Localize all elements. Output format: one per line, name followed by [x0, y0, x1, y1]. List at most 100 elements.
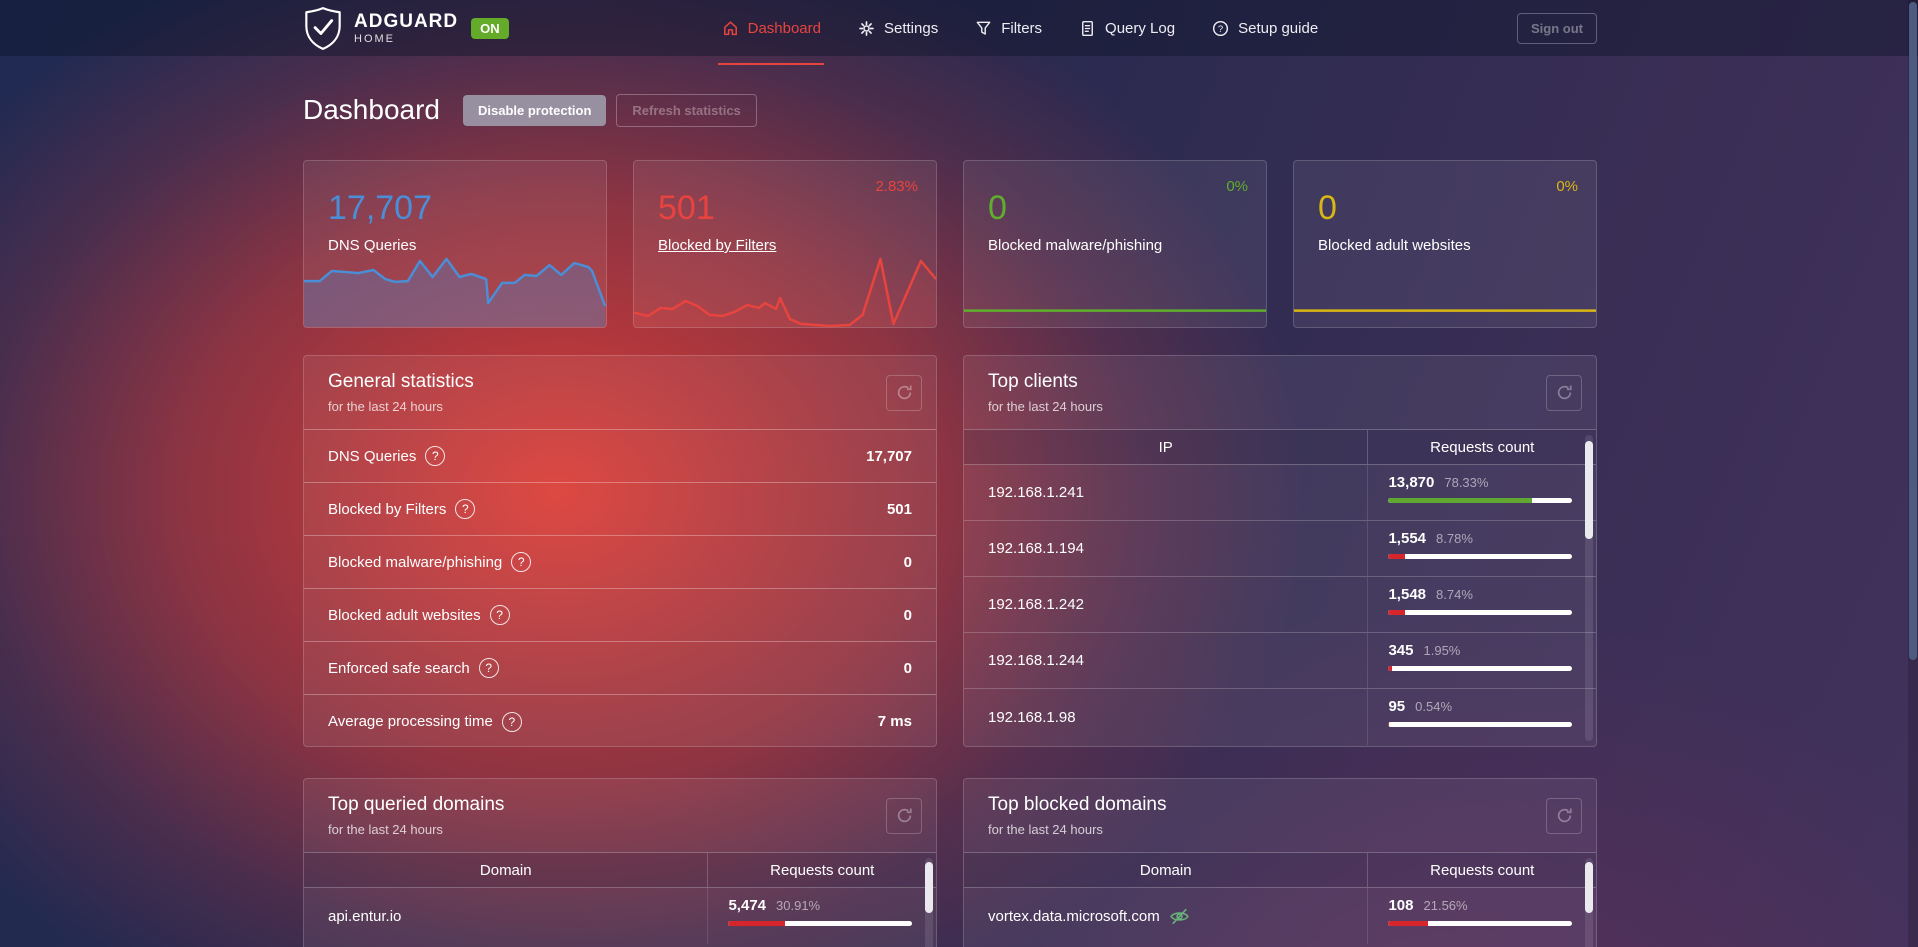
row-key[interactable]: 192.168.1.242 [988, 596, 1084, 613]
nav-item-label: Query Log [1105, 19, 1176, 37]
nav-item-setup-guide[interactable]: ? Setup guide [1211, 0, 1318, 56]
column-header-ip: IP [964, 430, 1369, 464]
tracker-eye-slash-icon [1169, 908, 1189, 924]
nav-item-label: Settings [884, 19, 939, 37]
nav-item-filters[interactable]: Filters [974, 0, 1042, 56]
requests-percent: 8.78% [1436, 531, 1473, 546]
panel-scrollbar-thumb[interactable] [925, 862, 933, 913]
requests-count: 5,474 [728, 897, 767, 914]
card-percent: 0% [1226, 178, 1248, 195]
requests-count: 13,870 [1388, 474, 1435, 491]
requests-percent: 78.33% [1444, 475, 1489, 490]
row-key[interactable]: 192.168.1.98 [988, 708, 1076, 726]
stat-value: 0 [903, 553, 912, 571]
panel-scrollbar[interactable] [925, 858, 933, 947]
blocked-malware-card: 0% 0 Blocked malware/phishing [963, 160, 1267, 328]
top-nav: ADGUARD HOME ON Dashboard Settings Filte… [0, 0, 1918, 65]
page-scrollbar-thumb[interactable] [1909, 2, 1917, 660]
blocked-adult-card: 0% 0 Blocked adult websites [1293, 160, 1597, 328]
nav-item-label: Dashboard [747, 19, 821, 37]
row-key[interactable]: 192.168.1.241 [988, 484, 1084, 501]
stat-value: 0 [903, 659, 912, 677]
progress-bar-fill [1388, 666, 1393, 671]
help-icon[interactable] [478, 658, 499, 678]
panel-subtitle: for the last 24 hours [988, 399, 1103, 414]
row-key[interactable]: 192.168.1.244 [988, 652, 1084, 669]
panel-scrollbar[interactable] [1585, 858, 1593, 947]
main-menu: Dashboard Settings Filters Query Log ? S… [717, 0, 1318, 65]
progress-bar-fill [1388, 722, 1390, 727]
progress-bar-fill [1388, 498, 1533, 503]
general-statistics-rows: DNS Queries 17,707 Blocked by Filters 50… [304, 429, 936, 746]
blocked-by-filters-sparkline [634, 245, 936, 327]
table-header: Domain Requests count [304, 852, 936, 888]
refresh-icon [897, 808, 912, 823]
requests-count: 1,554 [1388, 530, 1427, 547]
stat-cards-row: 17,707 DNS Queries 2.83% 501 Blocked by … [303, 160, 1597, 328]
nav-item-dashboard[interactable]: Dashboard [717, 0, 825, 65]
stat-value: 501 [886, 500, 912, 518]
help-icon[interactable] [511, 552, 532, 572]
refresh-icon [897, 385, 912, 400]
progress-bar [1388, 921, 1572, 926]
progress-bar-fill [728, 921, 786, 926]
row-key[interactable]: api.entur.io [328, 907, 402, 925]
column-header-domain: Domain [964, 853, 1369, 887]
column-header-requests: Requests count [1430, 861, 1535, 879]
adguard-logo[interactable]: ADGUARD HOME ON [303, 6, 509, 51]
protection-on-badge: ON [471, 17, 509, 39]
row-key[interactable]: 192.168.1.194 [988, 540, 1084, 557]
stat-label: Blocked malware/phishing [328, 553, 503, 571]
refresh-button[interactable] [1546, 797, 1582, 834]
card-label[interactable]: Blocked adult websites [1318, 237, 1471, 254]
refresh-button[interactable] [1546, 374, 1582, 411]
top-queried-domains-rows: api.entur.io 5,474 30.91% [304, 888, 936, 944]
requests-count: 1,548 [1388, 586, 1427, 603]
stat-label: DNS Queries [328, 447, 417, 465]
table-row: 192.168.1.242 1,548 8.74% [964, 577, 1596, 633]
help-icon[interactable] [489, 605, 510, 625]
top-clients-panel: Top clients for the last 24 hours IP Req… [963, 355, 1597, 747]
nav-item-query-log[interactable]: Query Log [1078, 0, 1175, 56]
shield-check-icon [305, 6, 341, 50]
panel-title: General statistics [328, 371, 474, 392]
nav-item-label: Setup guide [1238, 19, 1319, 37]
disable-protection-button[interactable]: Disable protection [462, 94, 607, 126]
card-value: 0 [1318, 189, 1337, 227]
requests-percent: 1.95% [1423, 643, 1461, 658]
refresh-icon [1557, 385, 1572, 400]
sign-out-button[interactable]: Sign out [1517, 12, 1597, 44]
nav-item-settings[interactable]: Settings [857, 0, 938, 56]
refresh-button[interactable] [886, 797, 922, 834]
panel-scrollbar[interactable] [1585, 435, 1593, 741]
help-icon[interactable] [455, 499, 476, 519]
panel-scrollbar-thumb[interactable] [1585, 862, 1593, 913]
stat-label: Average processing time [328, 713, 493, 730]
requests-percent: 30.91% [776, 898, 821, 913]
row-key[interactable]: vortex.data.microsoft.com [988, 907, 1160, 925]
card-label[interactable]: DNS Queries [328, 237, 417, 254]
refresh-statistics-button[interactable]: Refresh statistics [616, 93, 757, 127]
panel-subtitle: for the last 24 hours [328, 822, 443, 837]
table-header: IP Requests count [964, 429, 1596, 465]
card-label[interactable]: Blocked malware/phishing [988, 237, 1163, 254]
help-icon[interactable] [425, 446, 446, 466]
svg-text:?: ? [1218, 23, 1223, 34]
card-value: 17,707 [328, 189, 432, 227]
refresh-button[interactable] [886, 374, 922, 411]
card-label[interactable]: Blocked by Filters [658, 237, 777, 254]
home-icon [723, 20, 737, 35]
stat-label: Blocked by Filters [328, 500, 447, 518]
table-header: Domain Requests count [964, 852, 1596, 888]
general-stats-row: DNS Queries 17,707 [304, 430, 936, 483]
panel-scrollbar-thumb[interactable] [1585, 441, 1593, 539]
document-icon [1082, 20, 1094, 36]
table-row: 192.168.1.244 345 1.95% [964, 633, 1596, 689]
top-queried-domains-panel: Top queried domains for the last 24 hour… [303, 778, 937, 947]
help-icon[interactable] [501, 711, 522, 732]
progress-bar-fill [1388, 921, 1429, 926]
page-scrollbar[interactable] [1908, 0, 1918, 947]
requests-percent: 8.74% [1436, 587, 1473, 602]
requests-count: 108 [1388, 897, 1414, 914]
